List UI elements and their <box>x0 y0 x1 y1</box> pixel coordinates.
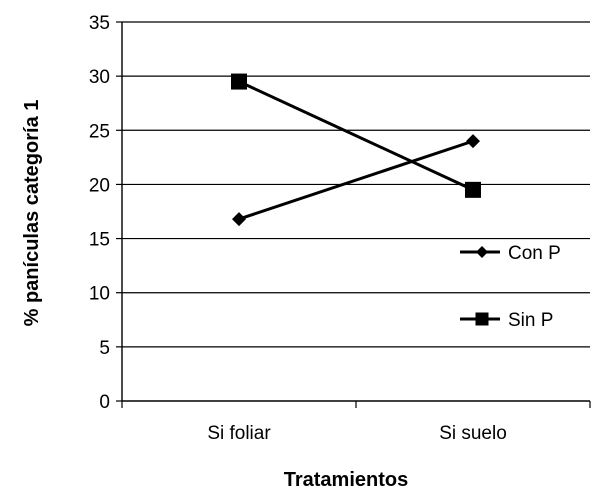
y-axis-title: % panículas categoría 1 <box>21 100 43 327</box>
series-line <box>238 139 474 221</box>
data-point <box>465 181 481 198</box>
tick-labels: 0 5 10 15 20 25 30 35 Si foliar Si suelo <box>89 13 507 444</box>
data-point <box>466 134 480 149</box>
legend-item: Con P <box>460 243 561 264</box>
legend-label: Con P <box>508 243 561 264</box>
legend-marker <box>475 312 489 326</box>
legend: Con P Sin P <box>460 243 561 331</box>
y-tick-label: 30 <box>89 67 110 88</box>
y-tick-label: 25 <box>89 121 110 142</box>
legend-marker <box>476 246 488 258</box>
legend-label: Sin P <box>508 310 553 331</box>
y-tick-label: 0 <box>99 392 110 413</box>
gridlines <box>122 21 590 348</box>
y-tick-label: 35 <box>89 13 110 34</box>
series-line <box>238 80 474 192</box>
y-tick-label: 5 <box>99 338 110 359</box>
series-group <box>231 73 481 227</box>
axes <box>116 21 591 408</box>
series-sin-p <box>231 73 481 198</box>
y-tick-label: 10 <box>89 284 110 305</box>
x-tick-label: Si suelo <box>439 423 507 444</box>
data-point <box>231 73 247 90</box>
y-tick-label: 20 <box>89 175 110 196</box>
data-point <box>232 212 246 227</box>
y-tick-label: 15 <box>89 230 110 251</box>
legend-item: Sin P <box>460 310 553 331</box>
x-axis-title: Tratamientos <box>284 469 408 491</box>
series-con-p <box>232 134 480 227</box>
x-tick-label: Si foliar <box>207 423 271 444</box>
